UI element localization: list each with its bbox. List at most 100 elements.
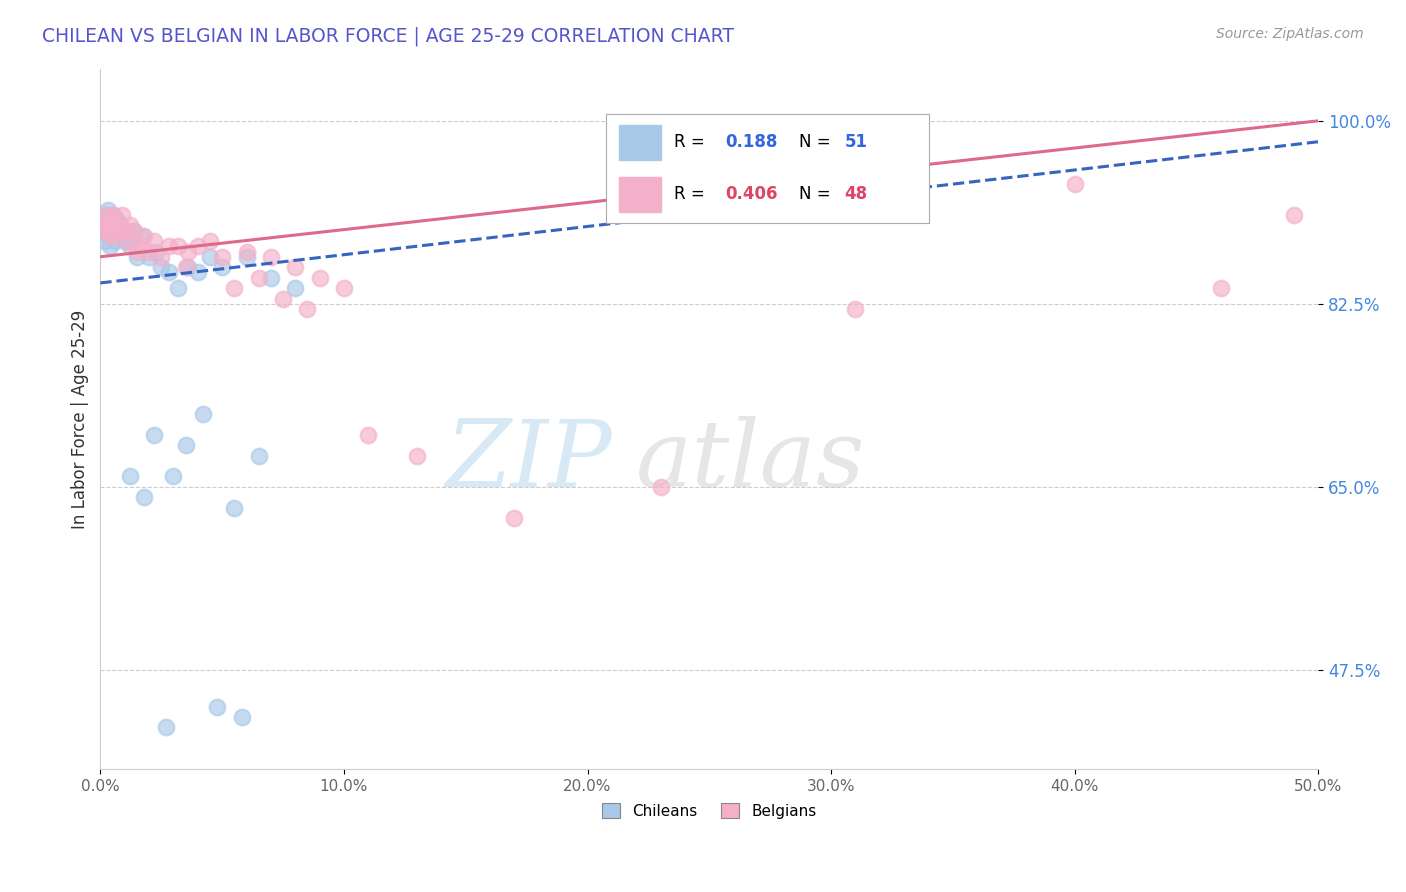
Point — [97, 224, 120, 238]
Point — [134, 228, 156, 243]
Point — [107, 219, 129, 233]
Point — [406, 449, 429, 463]
Point — [98, 219, 121, 233]
Point — [97, 219, 120, 233]
Point — [91, 213, 114, 227]
Point — [91, 224, 114, 238]
Point — [128, 239, 150, 253]
Point — [260, 250, 283, 264]
Legend: Chileans, Belgians: Chileans, Belgians — [596, 797, 823, 825]
Point — [115, 234, 138, 248]
Point — [111, 224, 134, 238]
Point — [235, 244, 257, 259]
Point — [115, 224, 138, 238]
Point — [104, 228, 127, 243]
Point — [260, 270, 283, 285]
Point — [247, 270, 270, 285]
Point — [1209, 281, 1232, 295]
Point — [142, 427, 165, 442]
Point — [104, 213, 127, 227]
Point — [284, 260, 307, 275]
Point — [177, 260, 200, 275]
Point — [124, 224, 146, 238]
Point — [308, 270, 330, 285]
Point — [118, 239, 141, 253]
Point — [104, 219, 127, 233]
Text: CHILEAN VS BELGIAN IN LABOR FORCE | AGE 25-29 CORRELATION CHART: CHILEAN VS BELGIAN IN LABOR FORCE | AGE … — [42, 27, 734, 46]
Point — [174, 438, 197, 452]
Point — [844, 302, 866, 317]
Point — [167, 239, 190, 253]
Point — [107, 224, 129, 238]
Point — [357, 427, 380, 442]
Point — [224, 500, 246, 515]
Point — [98, 239, 121, 253]
Point — [101, 224, 124, 238]
Point — [134, 491, 156, 505]
Point — [235, 250, 257, 264]
Point — [104, 234, 127, 248]
Point — [97, 202, 120, 217]
Point — [114, 234, 136, 248]
Y-axis label: In Labor Force | Age 25-29: In Labor Force | Age 25-29 — [72, 310, 89, 529]
Point — [503, 511, 526, 525]
Point — [125, 244, 148, 259]
Point — [94, 208, 117, 222]
Point — [104, 228, 127, 243]
Point — [138, 250, 160, 264]
Point — [101, 224, 124, 238]
Point — [247, 449, 270, 463]
Point — [187, 265, 209, 279]
Point — [174, 260, 197, 275]
Point — [231, 710, 253, 724]
Point — [108, 228, 131, 243]
Point — [207, 699, 229, 714]
Point — [97, 228, 120, 243]
Point — [271, 292, 294, 306]
Text: atlas: atlas — [637, 416, 866, 506]
Point — [211, 250, 233, 264]
Point — [101, 213, 124, 227]
Point — [125, 250, 148, 264]
Point — [118, 469, 141, 483]
Point — [167, 281, 190, 295]
Point — [108, 219, 131, 233]
Point — [97, 224, 120, 238]
Point — [155, 721, 177, 735]
Text: Source: ZipAtlas.com: Source: ZipAtlas.com — [1216, 27, 1364, 41]
Point — [98, 213, 121, 227]
Point — [191, 407, 214, 421]
Point — [111, 208, 134, 222]
Point — [211, 260, 233, 275]
Point — [91, 219, 114, 233]
Point — [118, 219, 141, 233]
Point — [1063, 177, 1085, 191]
Point — [150, 260, 173, 275]
Point — [114, 224, 136, 238]
Point — [108, 224, 131, 238]
Point — [131, 228, 153, 243]
Point — [138, 244, 160, 259]
Point — [157, 265, 180, 279]
Point — [284, 281, 307, 295]
Point — [1282, 208, 1305, 222]
Point — [98, 224, 121, 238]
Point — [94, 234, 117, 248]
Point — [224, 281, 246, 295]
Point — [297, 302, 319, 317]
Point — [94, 208, 117, 222]
Point — [177, 244, 200, 259]
Point — [650, 480, 672, 494]
Point — [162, 469, 184, 483]
Point — [150, 250, 173, 264]
Point — [94, 213, 117, 227]
Point — [107, 213, 129, 227]
Point — [198, 234, 221, 248]
Point — [333, 281, 356, 295]
Point — [142, 234, 165, 248]
Point — [124, 224, 146, 238]
Point — [145, 244, 167, 259]
Point — [101, 208, 124, 222]
Point — [98, 228, 121, 243]
Point — [187, 239, 209, 253]
